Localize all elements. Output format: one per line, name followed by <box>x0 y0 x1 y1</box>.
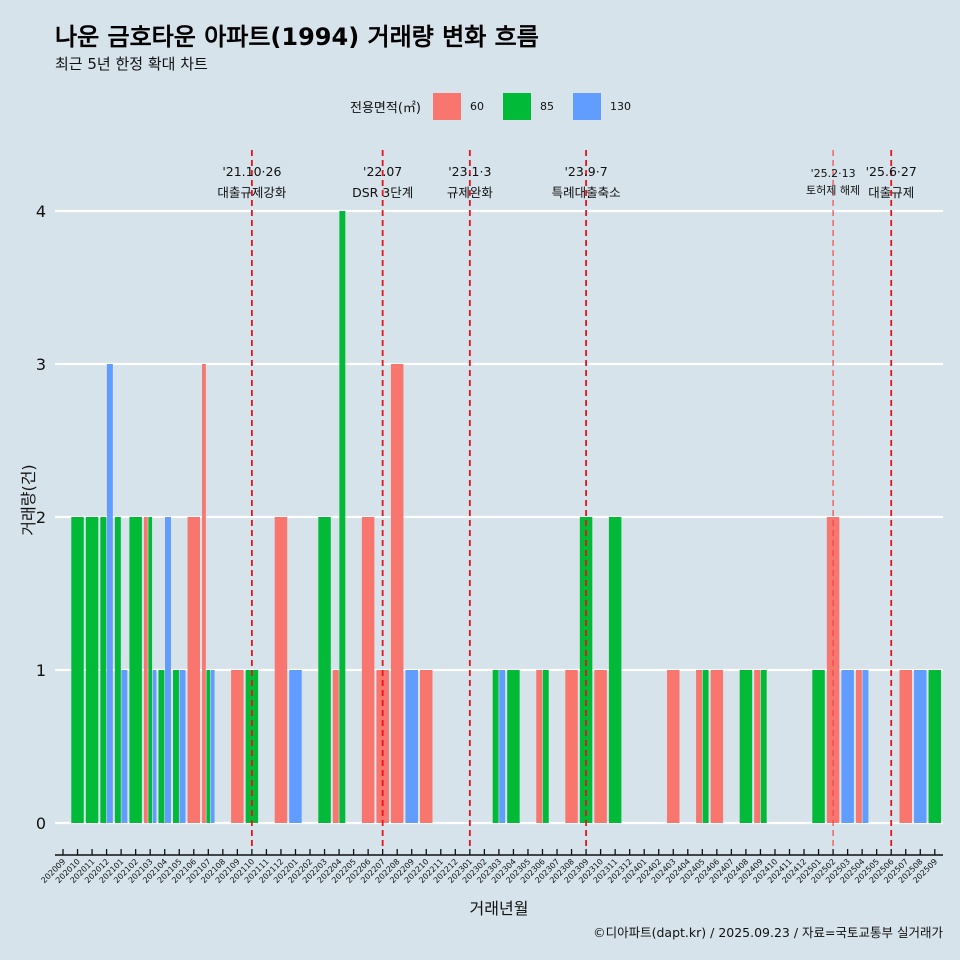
legend-label-60: 60 <box>469 100 484 113</box>
event-label: 규제완화 <box>447 185 494 200</box>
legend-label-130: 130 <box>609 100 631 113</box>
event-date: '23.1·3 <box>448 164 491 179</box>
bar-85-202405 <box>702 670 709 823</box>
bar-60-202507 <box>899 670 912 823</box>
bar-85-202107 <box>206 670 211 823</box>
bar-85-202103 <box>148 517 153 823</box>
y-tick-label: 0 <box>36 814 46 833</box>
bar-130-202209 <box>405 670 418 823</box>
bar-60-202207 <box>376 670 389 823</box>
chart-subtitle: 최근 5년 한정 확대 차트 <box>55 55 208 73</box>
bar-60-202210 <box>420 670 433 823</box>
bar-85-202509 <box>928 670 942 823</box>
bar-85-202408 <box>739 670 753 823</box>
bar-60-202206 <box>361 517 375 823</box>
bar-130-202104 <box>165 517 171 823</box>
bar-60-202107 <box>202 364 206 823</box>
bar-130-202101 <box>121 670 128 823</box>
bar-85-202304 <box>507 670 520 823</box>
legend-swatch-85 <box>502 93 531 120</box>
bar-130-202201 <box>289 670 302 823</box>
bar-130-202105 <box>179 670 186 823</box>
bar-130-202012 <box>106 364 113 823</box>
event-label: 토허제 해제 <box>806 183 860 197</box>
bar-85-202204 <box>339 211 346 823</box>
bar-60-202409 <box>754 670 761 823</box>
x-axis-title: 거래년월 <box>470 899 529 918</box>
bar-85-202010 <box>71 517 84 823</box>
event-date: '21.10·26 <box>222 164 281 179</box>
legend: 전용면적(㎡) 60 85 130 <box>0 93 960 120</box>
legend-title: 전용면적(㎡) <box>350 101 421 116</box>
bar-60-202106 <box>187 517 201 823</box>
event-label: DSR 3단계 <box>352 185 413 200</box>
bar-60-202112 <box>274 517 288 823</box>
bar-130-202503 <box>841 670 854 823</box>
bar-85-202011 <box>85 517 99 823</box>
source-caption: ©디아파트(dapt.kr) / 2025.09.23 / 자료=국토교통부 실… <box>593 925 943 940</box>
y-axis-title: 거래량(건) <box>19 464 38 535</box>
event-date: '22.07 <box>363 164 402 179</box>
event-date: '25.2·13 <box>811 167 856 180</box>
event-label: 특례대출축소 <box>552 185 621 200</box>
bar-85-202501 <box>812 670 825 823</box>
legend-label-85: 85 <box>539 100 554 113</box>
bar-130-202103 <box>152 670 157 823</box>
bar-85-202104 <box>158 670 165 823</box>
y-tick-label: 1 <box>36 661 46 680</box>
bar-60-202405 <box>696 670 703 823</box>
event-label: 대출규제 <box>868 185 914 200</box>
event-date: '23.9·7 <box>564 164 607 179</box>
bar-130-202107 <box>210 670 215 823</box>
bar-130-202303 <box>499 670 506 823</box>
bar-60-202406 <box>710 670 724 823</box>
y-tick-label: 3 <box>36 355 46 374</box>
bar-60-202308 <box>565 670 578 823</box>
bar-85-202203 <box>318 517 331 823</box>
bar-85-202306 <box>542 670 549 823</box>
event-date: '25.6·27 <box>866 164 917 179</box>
bar-60-202103 <box>143 517 148 823</box>
legend-swatch-130 <box>572 93 601 120</box>
legend-swatch-60 <box>432 93 461 120</box>
bar-85-202102 <box>129 517 142 823</box>
bar-130-202508 <box>914 670 927 823</box>
bar-85-202303 <box>492 670 499 823</box>
bar-60-202504 <box>855 670 862 823</box>
bar-60-202403 <box>667 670 680 823</box>
bar-85-202101 <box>114 517 121 823</box>
event-label: 대출규제강화 <box>217 185 287 200</box>
y-tick-label: 2 <box>36 508 46 527</box>
bar-130-202504 <box>862 670 869 823</box>
bar-85-202311 <box>608 517 622 823</box>
bar-85-202409 <box>760 670 767 823</box>
bar-85-202012 <box>100 517 107 823</box>
y-tick-label: 4 <box>36 202 46 221</box>
bar-60-202306 <box>536 670 543 823</box>
bar-85-202110 <box>245 670 259 823</box>
bar-60-202208 <box>390 364 404 823</box>
bar-60-202204 <box>332 670 339 823</box>
bar-60-202109 <box>231 670 244 823</box>
chart-title: 나운 금호타운 아파트(1994) 거래량 변화 흐름 <box>55 23 539 51</box>
bar-60-202310 <box>594 670 607 823</box>
bar-85-202105 <box>173 670 179 823</box>
